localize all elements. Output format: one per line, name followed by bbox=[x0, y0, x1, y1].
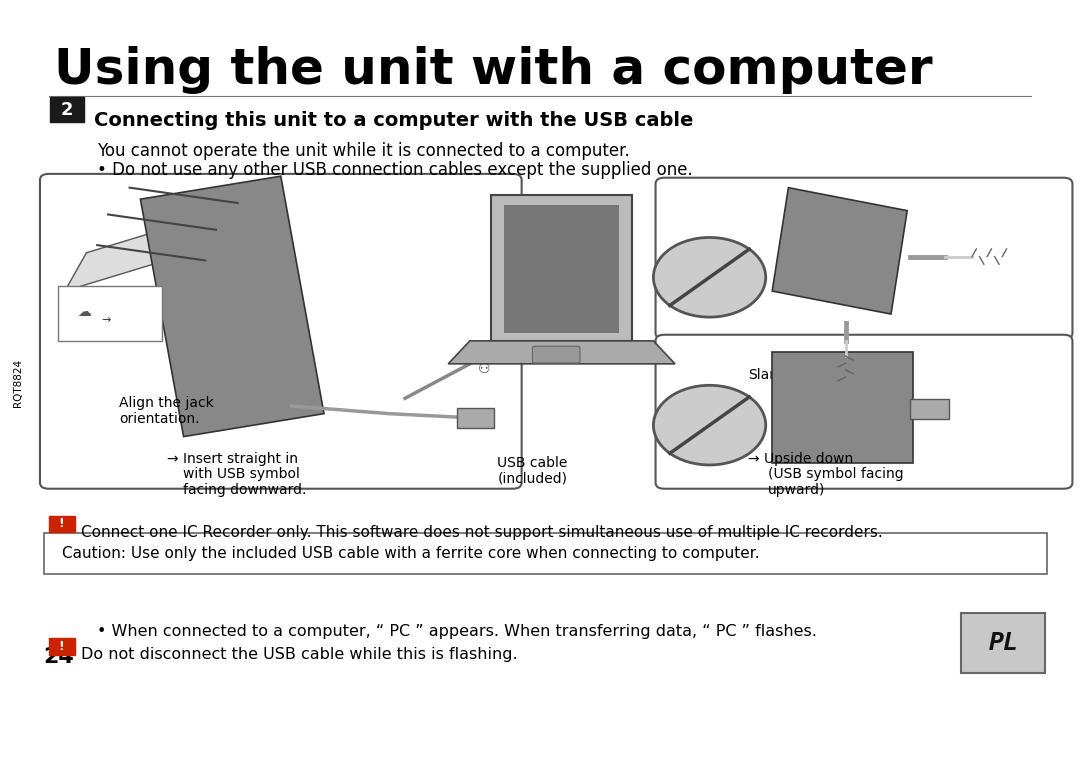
Text: Using the unit with a computer: Using the unit with a computer bbox=[54, 46, 933, 94]
Text: !: ! bbox=[58, 518, 65, 530]
FancyBboxPatch shape bbox=[656, 178, 1072, 339]
FancyBboxPatch shape bbox=[49, 516, 75, 532]
Polygon shape bbox=[65, 207, 238, 291]
Text: USB cable: USB cable bbox=[497, 456, 568, 470]
FancyBboxPatch shape bbox=[49, 638, 75, 655]
Text: • Do not use any other USB connection cables except the supplied one.: • Do not use any other USB connection ca… bbox=[97, 161, 693, 178]
Polygon shape bbox=[772, 352, 913, 463]
Text: Connect one IC Recorder only. This software does not support simultaneous use of: Connect one IC Recorder only. This softw… bbox=[81, 525, 882, 540]
FancyBboxPatch shape bbox=[910, 399, 949, 419]
Text: upward): upward) bbox=[768, 483, 825, 496]
FancyBboxPatch shape bbox=[50, 97, 84, 122]
Text: (included): (included) bbox=[498, 471, 567, 485]
Polygon shape bbox=[448, 341, 675, 364]
FancyBboxPatch shape bbox=[44, 533, 1047, 574]
FancyBboxPatch shape bbox=[457, 408, 494, 428]
Text: with USB symbol: with USB symbol bbox=[183, 467, 299, 481]
FancyBboxPatch shape bbox=[532, 346, 580, 363]
Text: You cannot operate the unit while it is connected to a computer.: You cannot operate the unit while it is … bbox=[97, 142, 630, 159]
Text: (USB symbol facing: (USB symbol facing bbox=[768, 467, 904, 481]
Polygon shape bbox=[504, 205, 619, 333]
Text: ⚇: ⚇ bbox=[477, 362, 490, 376]
FancyBboxPatch shape bbox=[961, 613, 1045, 673]
Polygon shape bbox=[140, 176, 324, 437]
Text: • When connected to a computer, “ PC ” appears. When transferring data, “ PC ” f: • When connected to a computer, “ PC ” a… bbox=[97, 624, 818, 640]
FancyBboxPatch shape bbox=[656, 335, 1072, 489]
Text: Do not disconnect the USB cable while this is flashing.: Do not disconnect the USB cable while th… bbox=[81, 647, 517, 663]
Text: Connecting this unit to a computer with the USB cable: Connecting this unit to a computer with … bbox=[94, 111, 693, 130]
Text: PL: PL bbox=[988, 630, 1018, 655]
Text: 2: 2 bbox=[60, 100, 73, 119]
Text: orientation.: orientation. bbox=[119, 412, 200, 426]
Text: Caution: Use only the included USB cable with a ferrite core when connecting to : Caution: Use only the included USB cable… bbox=[62, 546, 759, 561]
Text: Align the jack: Align the jack bbox=[119, 396, 214, 410]
FancyBboxPatch shape bbox=[58, 286, 162, 341]
Polygon shape bbox=[772, 188, 907, 314]
Text: !: ! bbox=[58, 640, 65, 653]
Circle shape bbox=[653, 237, 766, 317]
Text: ☁: ☁ bbox=[78, 305, 92, 319]
Polygon shape bbox=[491, 195, 632, 341]
Text: RQT8824: RQT8824 bbox=[13, 359, 24, 407]
Text: → Insert straight in: → Insert straight in bbox=[167, 452, 298, 466]
Text: Slanted: Slanted bbox=[748, 368, 801, 381]
Text: → Upside down: → Upside down bbox=[748, 452, 853, 466]
Circle shape bbox=[653, 385, 766, 465]
Text: →: → bbox=[102, 315, 111, 326]
Text: 24: 24 bbox=[43, 647, 73, 667]
Text: facing downward.: facing downward. bbox=[183, 483, 306, 496]
FancyBboxPatch shape bbox=[40, 174, 522, 489]
